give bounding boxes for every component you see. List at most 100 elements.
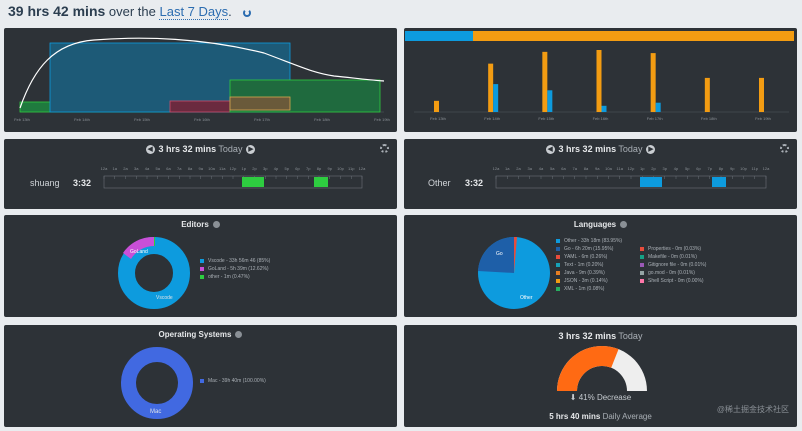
legend-item[interactable]: YAML - 6m (0.26%) — [556, 253, 622, 261]
timeline-hour-label: 12p — [230, 166, 237, 171]
timeline-hour-label: 11a — [617, 166, 624, 171]
timeline-hour-label: 12p — [628, 166, 635, 171]
os-legend: Mac - 39h 40m (100.00%) — [200, 377, 266, 385]
activity-tick-label: Feb 15th — [134, 117, 150, 122]
timeline-hour-label: 11a — [219, 166, 226, 171]
legend-item[interactable]: Other - 33h 18m (83.95%) — [556, 237, 622, 245]
legend-item[interactable]: Java - 9m (0.39%) — [556, 269, 622, 277]
legend-item[interactable]: other - 1m (0.47%) — [200, 273, 270, 281]
bars-group — [434, 50, 764, 112]
project-time: 3:32 — [73, 178, 92, 188]
legend-item[interactable]: go.mod - 0m (0.01%) — [640, 269, 706, 277]
timeline-hour-label: 11p — [752, 166, 759, 171]
help-icon[interactable] — [235, 331, 243, 339]
legend-text: Shell Script - 0m (0.00%) — [648, 278, 704, 284]
legend-swatch — [200, 258, 204, 263]
next-day-arrow-icon[interactable]: ▶ — [646, 145, 656, 155]
legend-item[interactable]: Mac - 39h 40m (100.00%) — [200, 377, 266, 385]
timeline-right-segment-1 — [640, 177, 662, 187]
activity-tick-label: Feb 17th — [254, 117, 270, 122]
prev-day-arrow-icon[interactable]: ◀ — [145, 145, 155, 155]
today-total-right: 3 hrs 32 mins — [558, 144, 617, 154]
bar-orange[interactable] — [434, 100, 439, 112]
bars-tick-label: Feb 19th — [755, 116, 771, 121]
header-dot: . — [228, 4, 232, 19]
legend-swatch — [556, 286, 560, 291]
bar-orange[interactable] — [704, 77, 710, 112]
legend-swatch — [556, 270, 560, 275]
legend-item[interactable]: Text - 1m (0.20%) — [556, 261, 622, 269]
legend-swatch — [200, 378, 204, 383]
os-title-text: Operating Systems — [158, 330, 232, 339]
legend-item[interactable]: Gitignore file - 0m (0.01%) — [640, 261, 706, 269]
timeline-left-hours: 12a 1a 2a 3a 4a 5a 6a 7a 8a 9a 10a 11a 12p 1p 2p 3p 4p 5p… — [101, 166, 366, 171]
bars-tick-label: Feb 15th — [538, 116, 554, 121]
legend-item[interactable]: Properties - 0m (0.03%) — [640, 245, 706, 253]
timeline-left-segment-2 — [314, 177, 328, 187]
bar-orange[interactable] — [596, 50, 602, 112]
editors-title: Editors — [4, 220, 397, 229]
bar-blue[interactable] — [547, 90, 553, 112]
bar-blue[interactable] — [601, 105, 607, 112]
editors-big-label: Vscode — [156, 295, 173, 301]
timeline-hour-label: 5a — [156, 166, 161, 171]
timeline-hour-label: 12a — [101, 166, 108, 171]
legend-item[interactable]: Go - 6h 20m (15.95%) — [556, 245, 622, 253]
help-icon[interactable] — [212, 221, 220, 229]
os-slice-mac — [121, 347, 193, 419]
legend-text: Java - 9m (0.39%) — [564, 270, 605, 276]
editors-small-label: GoLand — [130, 249, 148, 255]
gauge-today: Today — [618, 331, 643, 341]
activity-ticks: Feb 13th Feb 14th Feb 15th Feb 16th Feb 17th… — [14, 117, 390, 122]
range-selector[interactable]: Last 7 Days — [159, 4, 229, 20]
bar-orange[interactable] — [759, 77, 764, 112]
gear-icon[interactable] — [380, 144, 389, 153]
legend-item[interactable]: XML - 1m (0.08%) — [556, 285, 622, 293]
editors-slice-other — [154, 237, 155, 246]
legend-text: Vscode - 33h 56m 46 (85%) — [208, 258, 271, 264]
bars-tick-label: Feb 14th — [484, 116, 500, 121]
legend-swatch — [640, 246, 644, 251]
bar-blue[interactable] — [493, 84, 499, 112]
refresh-icon[interactable] — [243, 8, 252, 17]
languages-small-label: Go — [496, 251, 503, 257]
legend-item[interactable]: JSON - 3m (0.14%) — [556, 277, 622, 285]
legend-item[interactable]: GoLand - 5h 39m (12.62%) — [200, 265, 270, 273]
legend-item[interactable]: Makefile - 0m (0.01%) — [640, 253, 706, 261]
gear-icon[interactable] — [780, 144, 789, 153]
timeline-hour-label: 1p — [242, 166, 247, 171]
legend-item[interactable]: Vscode - 33h 56m 46 (85%) — [200, 257, 270, 265]
timeline-left-svg: 12a 1a 2a 3a 4a 5a 6a 7a 8a 9a 10a 11a 12p 1p 2p 3p 4p 5p… — [101, 166, 366, 189]
legend-swatch — [200, 274, 204, 279]
bar-orange[interactable] — [650, 53, 656, 112]
prev-day-arrow-icon[interactable]: ◀ — [545, 145, 555, 155]
timeline-hour-label: 6p — [696, 166, 701, 171]
today-header-left: ◀ 3 hrs 32 mins Today ▶ — [4, 144, 397, 155]
next-day-arrow-icon[interactable]: ▶ — [246, 145, 256, 155]
legend-swatch — [556, 238, 560, 243]
today-total-left: 3 hrs 32 mins — [158, 144, 217, 154]
help-icon[interactable] — [620, 221, 628, 229]
bars-ticks: Feb 13th Feb 14th Feb 15th Feb 16th Feb 17th… — [430, 116, 771, 121]
legend-text: Go - 6h 20m (15.95%) — [564, 246, 614, 252]
legend-text: Mac - 39h 40m (100.00%) — [208, 378, 266, 384]
timeline-right-hours: 12a 1a 2a 3a 4a 5a 6a 7a 8a 9a 10a 11a 12p 1p 2p 3p 4p 5p… — [493, 166, 770, 171]
languages-title-text: Languages — [573, 220, 617, 229]
legend-item[interactable]: Shell Script - 0m (0.00%) — [640, 277, 706, 285]
timeline-hour-label: 4p — [674, 166, 679, 171]
timeline-hour-label: 8p — [317, 166, 322, 171]
activity-tick-label: Feb 13th — [14, 117, 30, 122]
bar-blue[interactable] — [655, 102, 661, 112]
activity-total-line — [19, 37, 385, 109]
timeline-hour-label: 6p — [295, 166, 300, 171]
bar-orange[interactable] — [542, 51, 548, 112]
activity-area-red — [169, 100, 231, 113]
bar-orange[interactable] — [488, 63, 494, 112]
timeline-hour-label: 10a — [605, 166, 612, 171]
legend-swatch — [640, 278, 644, 283]
top-strip-blue — [405, 31, 473, 41]
timeline-hour-label: 3a — [134, 166, 139, 171]
os-title: Operating Systems — [4, 330, 397, 339]
timeline-hour-label: 1a — [505, 166, 510, 171]
timeline-hour-label: 3p — [663, 166, 668, 171]
